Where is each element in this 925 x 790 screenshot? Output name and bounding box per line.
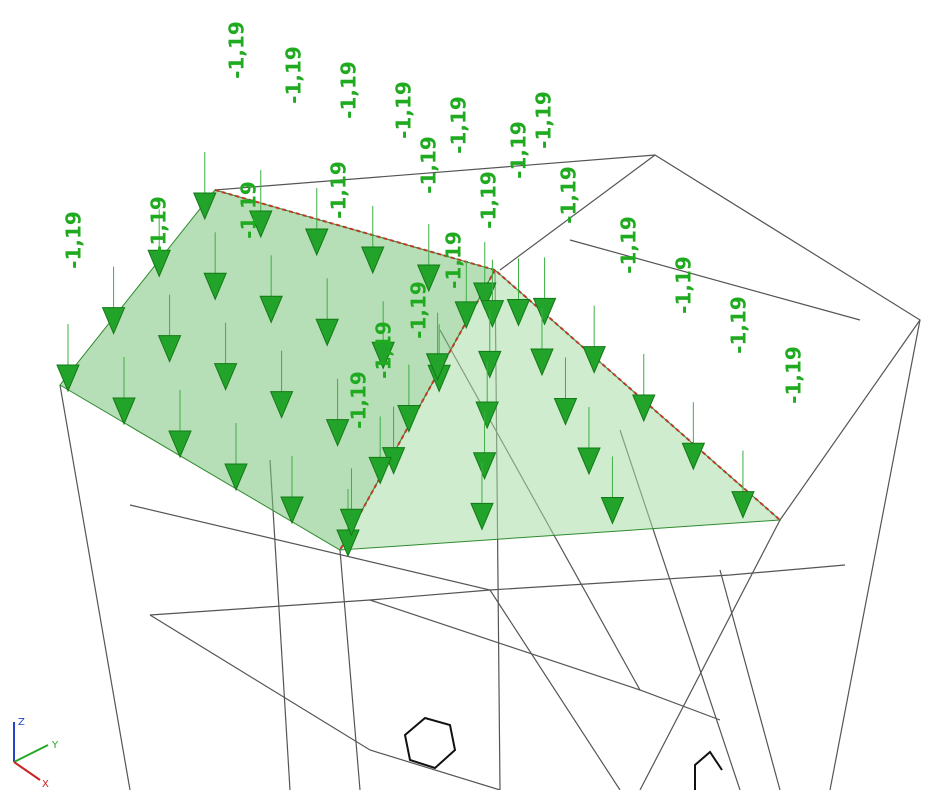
load-cone xyxy=(157,335,182,363)
load-cone xyxy=(681,442,706,471)
load-label: -1,19 xyxy=(282,46,306,104)
load-label: -1,19 xyxy=(477,171,501,229)
load-label: -1,19 xyxy=(532,91,556,149)
load-cone xyxy=(269,391,294,419)
load-cone xyxy=(470,502,494,531)
load-cone xyxy=(480,300,505,328)
load-label: -1,19 xyxy=(782,346,806,404)
x-axis xyxy=(13,761,41,781)
load-label: -1,19 xyxy=(557,166,581,224)
load-cone xyxy=(417,264,441,293)
load-label: -1,19 xyxy=(337,61,361,119)
load-cone xyxy=(553,397,578,426)
load-labels: -1,19 -1,19 -1,19 -1,19 -1,19 -1,19-1,19-1,19… xyxy=(62,21,806,429)
load-cone xyxy=(473,282,497,311)
load-cone xyxy=(168,430,192,459)
load-cone xyxy=(56,364,80,393)
load-label: -1,19 xyxy=(727,296,751,354)
load-label: -1,19 xyxy=(392,81,416,139)
load-arrows xyxy=(56,151,755,558)
load-cone xyxy=(101,307,126,335)
load-cone xyxy=(249,210,273,239)
load-label: -1,19 xyxy=(447,96,471,154)
load-cone xyxy=(454,301,479,330)
load-label: -1,19 xyxy=(442,231,466,289)
hip-line xyxy=(339,269,496,551)
load-cone xyxy=(213,363,238,391)
load-cone xyxy=(203,272,227,301)
load-cone xyxy=(147,249,171,278)
load-cone xyxy=(506,298,531,327)
load-cone xyxy=(315,318,339,347)
load-cone xyxy=(368,456,392,485)
load-label: -1,19 xyxy=(372,321,396,379)
axis-triad: Z Y X xyxy=(13,717,59,790)
load-cone xyxy=(478,350,502,379)
load-label: -1,19 xyxy=(225,21,249,79)
load-label: -1,19 xyxy=(347,371,371,429)
load-cone xyxy=(532,297,557,326)
load-cone xyxy=(325,419,350,447)
load-cone xyxy=(577,447,601,476)
load-cone xyxy=(371,341,395,370)
load-cone xyxy=(530,348,554,377)
load-cone xyxy=(339,508,364,537)
load-label: -1,19 xyxy=(62,211,86,269)
load-label: -1,19 xyxy=(507,121,531,179)
load-cone xyxy=(731,491,755,519)
load-cone xyxy=(582,346,606,374)
load-cone xyxy=(425,353,450,381)
load-cone xyxy=(305,228,329,257)
load-cone xyxy=(397,405,421,433)
load-cone xyxy=(600,496,625,525)
load-cone xyxy=(336,529,360,558)
y-label: Y xyxy=(51,740,59,751)
load-label: -1,19 xyxy=(672,256,696,314)
load-label: -1,19 xyxy=(617,216,641,274)
load-cone xyxy=(472,452,497,480)
z-label: Z xyxy=(18,717,25,728)
load-label: -1,19 xyxy=(407,281,431,339)
load-label: -1,19 xyxy=(147,196,171,254)
load-cone xyxy=(280,496,304,525)
load-cone xyxy=(259,295,283,324)
load-cone xyxy=(632,394,656,423)
x-label: X xyxy=(42,779,49,790)
load-label: -1,19 xyxy=(237,181,261,239)
load-cone xyxy=(193,192,217,221)
load-label: -1,19 xyxy=(327,161,351,219)
load-label: -1,19 xyxy=(417,136,441,194)
load-cone xyxy=(112,397,136,426)
load-cone xyxy=(475,401,499,430)
y-axis xyxy=(13,744,49,763)
load-cone xyxy=(361,246,385,275)
load-cone xyxy=(224,463,248,492)
